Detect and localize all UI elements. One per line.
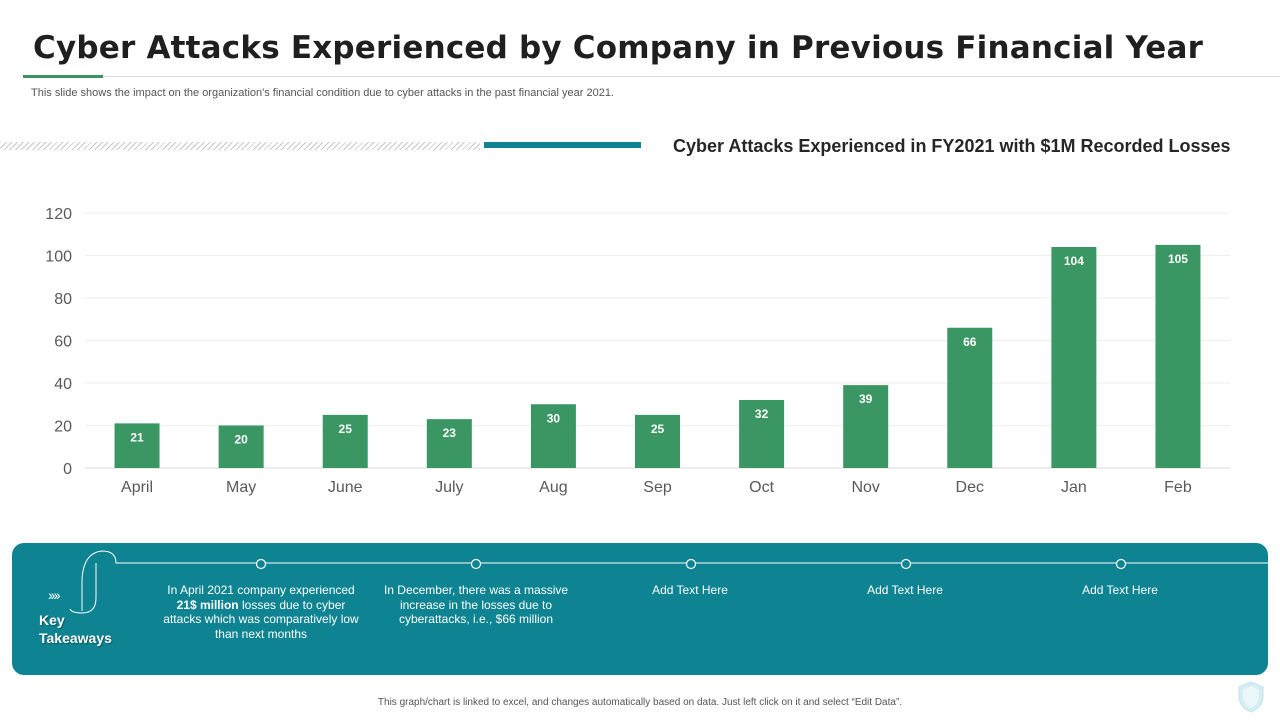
key-takeaways-label-line2: Takeaways bbox=[39, 630, 112, 646]
y-tick-label: 80 bbox=[54, 291, 72, 308]
chevron-right-icon: ›››› bbox=[48, 587, 61, 603]
y-tick-label: 20 bbox=[54, 419, 72, 436]
x-tick-label: April bbox=[121, 479, 153, 496]
page-subtitle: This slide shows the impact on the organ… bbox=[31, 87, 614, 99]
bar[interactable] bbox=[530, 404, 576, 468]
x-tick-label: Feb bbox=[1164, 479, 1192, 496]
timeline-node bbox=[470, 558, 482, 570]
bar[interactable] bbox=[1051, 247, 1097, 468]
data-label: 21 bbox=[130, 430, 144, 444]
takeaway-text: losses due to cyber attacks which was co… bbox=[163, 597, 359, 641]
bar[interactable] bbox=[843, 385, 889, 468]
y-tick-label: 100 bbox=[45, 249, 72, 266]
takeaway-text: Add Text Here bbox=[1082, 583, 1158, 597]
data-label: 39 bbox=[859, 392, 873, 406]
takeaway-item-3[interactable]: Add Text Here bbox=[615, 583, 765, 598]
x-tick-label: Aug bbox=[539, 479, 567, 496]
title-accent-bar bbox=[23, 75, 103, 78]
y-tick-label: 0 bbox=[63, 461, 72, 478]
hatched-divider bbox=[0, 142, 480, 150]
x-tick-label: Dec bbox=[956, 479, 984, 496]
shield-icon bbox=[1238, 681, 1264, 713]
data-label: 104 bbox=[1064, 254, 1084, 268]
data-label: 25 bbox=[339, 422, 353, 436]
x-tick-label: July bbox=[435, 479, 463, 496]
takeaway-text: In April 2021 company experienced bbox=[167, 583, 355, 597]
takeaway-item-2[interactable]: In December, there was a massive increas… bbox=[371, 583, 581, 627]
timeline-node bbox=[685, 558, 697, 570]
takeaway-text: Add Text Here bbox=[652, 583, 728, 597]
timeline-node bbox=[900, 558, 912, 570]
takeaway-item-5[interactable]: Add Text Here bbox=[1045, 583, 1195, 598]
takeaway-item-4[interactable]: Add Text Here bbox=[830, 583, 980, 598]
data-label: 30 bbox=[547, 411, 561, 425]
bar[interactable] bbox=[739, 400, 785, 468]
key-takeaways-label-line1: Key bbox=[39, 612, 65, 628]
key-takeaways-panel: ›››› Key Takeaways In April 2021 company… bbox=[12, 543, 1268, 675]
key-takeaways-label: Key Takeaways bbox=[39, 611, 139, 647]
bar[interactable] bbox=[114, 423, 160, 468]
chart-title: Cyber Attacks Experienced in FY2021 with… bbox=[673, 136, 1231, 156]
y-tick-label: 120 bbox=[45, 206, 72, 223]
data-label: 25 bbox=[651, 422, 665, 436]
x-tick-label: Nov bbox=[851, 479, 879, 496]
y-tick-label: 60 bbox=[54, 334, 72, 351]
x-tick-label: Oct bbox=[749, 479, 774, 496]
x-tick-label: Jan bbox=[1061, 479, 1087, 496]
page-title: Cyber Attacks Experienced by Company in … bbox=[33, 30, 1204, 66]
takeaway-item-1[interactable]: In April 2021 company experienced 21$ mi… bbox=[156, 583, 366, 641]
takeaway-text: Add Text Here bbox=[867, 583, 943, 597]
data-label: 20 bbox=[234, 433, 248, 447]
bar[interactable] bbox=[635, 414, 680, 468]
data-label: 105 bbox=[1168, 252, 1188, 266]
x-tick-label: May bbox=[226, 479, 256, 496]
y-tick-label: 40 bbox=[54, 376, 72, 393]
bar[interactable] bbox=[1155, 244, 1201, 468]
x-tick-label: Sep bbox=[643, 479, 672, 496]
bar[interactable] bbox=[322, 414, 368, 468]
data-label: 32 bbox=[755, 407, 769, 421]
data-label: 66 bbox=[963, 335, 977, 349]
x-tick-label: June bbox=[328, 479, 363, 496]
takeaway-highlight: 21$ million bbox=[176, 597, 239, 612]
bar[interactable] bbox=[218, 425, 264, 469]
timeline-node bbox=[1115, 558, 1127, 570]
footer-note: This graph/chart is linked to excel, and… bbox=[377, 697, 903, 708]
timeline-node bbox=[255, 558, 267, 570]
heading-accent-bar bbox=[484, 142, 641, 148]
title-divider bbox=[23, 76, 1280, 77]
takeaway-connector-line bbox=[69, 550, 1268, 614]
bar-chart[interactable]: 0 20 40 60 80 100 120 21 April 20 May 25 June 23 July 3… bbox=[0, 195, 1280, 505]
bar[interactable] bbox=[947, 327, 993, 468]
data-label: 23 bbox=[443, 426, 457, 440]
takeaway-text: In December, there was a massive increas… bbox=[383, 583, 569, 626]
bar[interactable] bbox=[426, 419, 472, 468]
